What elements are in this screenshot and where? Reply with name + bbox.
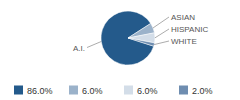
legend-swatch: [179, 86, 188, 95]
legend-swatch: [69, 86, 78, 95]
slice-label: ASIAN: [171, 13, 195, 22]
legend-swatch: [124, 86, 133, 95]
chart: A.I. ASIAN HISPANIC WHITE 86.0% 6.0% 6.0% 2.0%: [0, 0, 240, 100]
leader-line: [153, 17, 169, 28]
pie-slice: [128, 38, 155, 46]
leader-line: [155, 29, 169, 38]
legend-label: 6.0%: [82, 86, 103, 96]
legend-swatch: [14, 86, 23, 95]
legend: 86.0% 6.0% 6.0% 2.0%: [14, 86, 213, 96]
leader-line: [154, 41, 169, 45]
legend-label: 6.0%: [137, 86, 158, 96]
pie: [101, 11, 155, 65]
slice-label: A.I.: [73, 44, 85, 53]
slice-label: HISPANIC: [171, 25, 208, 34]
leader-line: [87, 42, 101, 48]
slice-labels: A.I. ASIAN HISPANIC WHITE: [73, 13, 208, 53]
legend-label: 86.0%: [27, 86, 53, 96]
legend-label: 2.0%: [192, 86, 213, 96]
slice-label: WHITE: [171, 37, 197, 46]
